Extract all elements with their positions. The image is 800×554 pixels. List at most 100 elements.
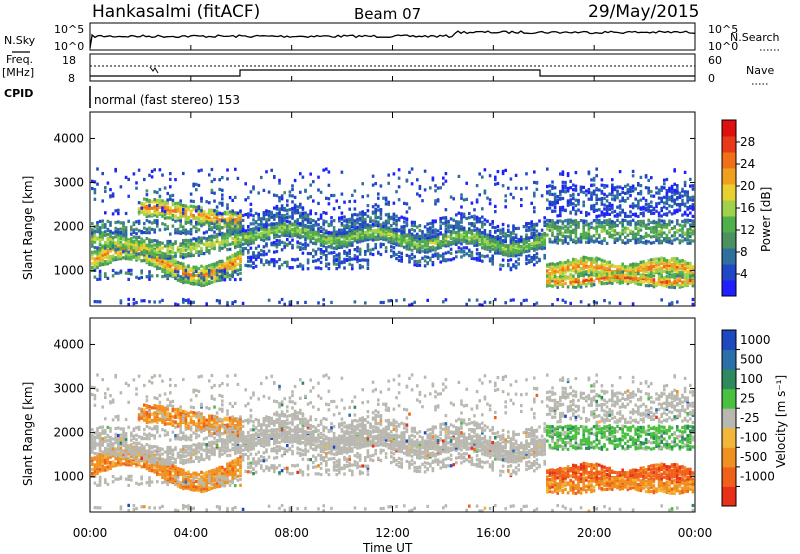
power-cell	[681, 187, 684, 191]
power-cell	[228, 242, 232, 246]
power-cell	[137, 219, 141, 223]
power-cell	[624, 235, 627, 239]
power-cell	[551, 225, 554, 229]
power-cell	[553, 198, 557, 202]
power-cell	[317, 201, 320, 205]
power-cell	[150, 249, 154, 253]
power-cell	[174, 228, 177, 232]
power-cell	[221, 278, 224, 282]
power-cell	[579, 257, 583, 261]
power-cell	[509, 251, 513, 255]
power-cell	[668, 302, 671, 306]
power-cell	[252, 185, 255, 189]
power-cell	[241, 224, 245, 228]
power-cell	[650, 189, 653, 194]
power-cell	[257, 235, 260, 239]
power-cell	[343, 230, 346, 234]
power-cell	[676, 186, 679, 190]
power-cell	[176, 229, 180, 234]
power-cell	[322, 211, 325, 215]
power-cell	[478, 230, 481, 234]
power-cell	[660, 225, 663, 229]
power-cell	[689, 279, 692, 283]
power-cell	[117, 220, 120, 224]
power-cell	[603, 266, 606, 270]
power-cell	[150, 175, 154, 179]
power-cell	[215, 220, 219, 224]
power-cell	[410, 240, 414, 244]
power-cell	[416, 192, 419, 196]
power-cell	[98, 228, 102, 232]
power-cell	[187, 280, 190, 284]
power-cell	[153, 205, 156, 209]
power-cell	[509, 231, 513, 235]
power-cell	[319, 248, 323, 252]
power-cell	[689, 277, 692, 281]
power-cell	[686, 274, 689, 278]
power-cell	[169, 249, 172, 253]
power-cell	[439, 245, 442, 249]
power-cell	[655, 267, 658, 271]
power-cell	[117, 212, 120, 216]
power-cell	[553, 205, 557, 209]
power-cell	[166, 246, 169, 250]
power-cell	[150, 262, 154, 266]
power-cell	[213, 234, 216, 238]
power-cell	[182, 268, 185, 272]
power-cell	[582, 264, 585, 268]
power-cell	[509, 234, 513, 238]
power-cell	[475, 220, 479, 224]
power-cell	[252, 218, 255, 222]
power-cell	[353, 207, 357, 211]
power-cell	[228, 210, 232, 214]
power-cell	[644, 239, 648, 243]
power-cell	[379, 242, 383, 246]
power-cell	[187, 215, 190, 219]
power-cell	[345, 223, 349, 227]
power-cell	[644, 234, 648, 239]
power-cell	[374, 214, 377, 218]
power-cell	[603, 270, 606, 274]
power-cell	[322, 250, 325, 254]
power-cell	[665, 206, 669, 211]
power-cell	[338, 205, 341, 210]
power-cell	[210, 208, 214, 212]
power-cell	[241, 231, 245, 235]
power-cell	[556, 198, 559, 202]
power-cell	[247, 228, 250, 232]
power-cell	[93, 240, 97, 244]
power-cell	[283, 245, 286, 249]
power-cell	[280, 223, 284, 228]
power-cell	[444, 216, 448, 220]
power-cell	[587, 229, 591, 233]
power-cell	[247, 215, 250, 219]
power-cell	[483, 232, 487, 236]
power-cell	[184, 253, 188, 257]
power-cell	[670, 301, 674, 305]
power-cell	[106, 247, 110, 251]
power-cell	[361, 224, 364, 228]
power-cell	[657, 188, 661, 192]
power-cell	[587, 237, 591, 241]
power-cell	[306, 267, 310, 271]
power-cell	[312, 241, 315, 245]
power-cell	[213, 243, 216, 247]
power-cell	[634, 265, 637, 270]
power-cell	[429, 236, 432, 240]
power-cell	[96, 256, 99, 260]
power-cell	[429, 233, 432, 237]
power-cell	[465, 216, 468, 220]
power-cell	[239, 265, 242, 270]
power-cell	[582, 231, 585, 235]
power-cell	[556, 265, 559, 269]
power-cell	[397, 243, 401, 247]
power-cell	[626, 279, 630, 283]
power-cell	[639, 265, 643, 269]
power-cell	[598, 274, 601, 278]
power-cell	[179, 202, 182, 207]
power-cell	[148, 199, 151, 203]
power-cell	[548, 219, 552, 223]
power-cell	[252, 253, 255, 257]
power-cell	[192, 265, 195, 269]
power-cell	[605, 231, 609, 235]
